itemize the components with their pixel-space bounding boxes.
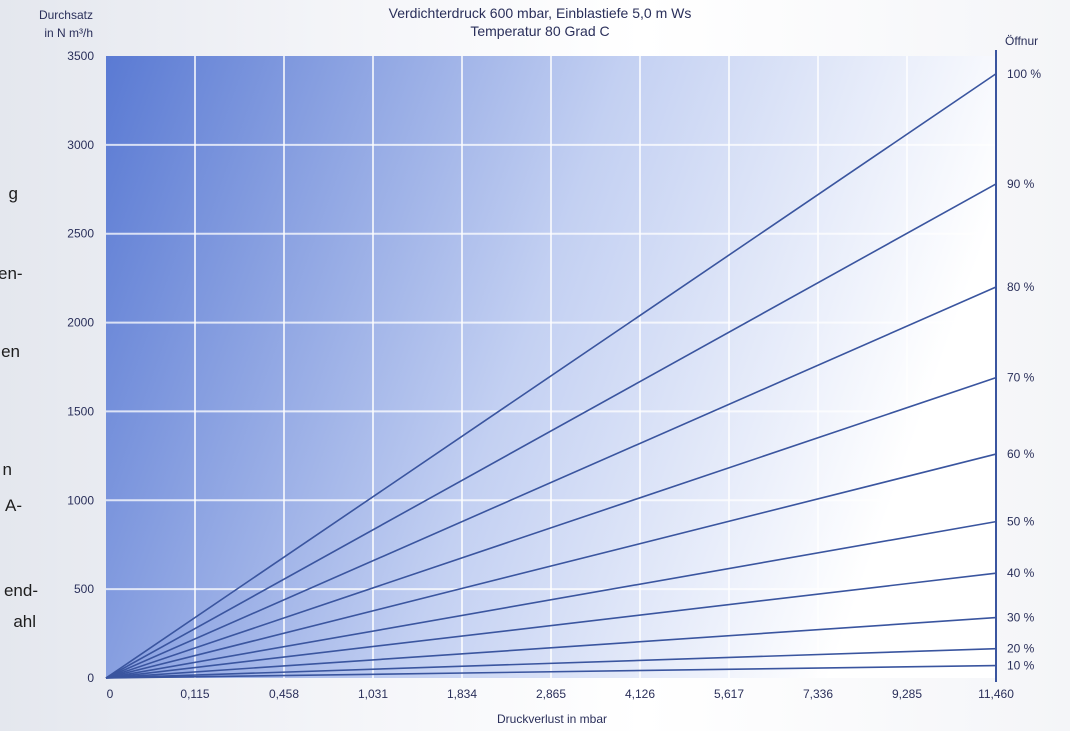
- x-tick-label: 9,285: [892, 687, 922, 701]
- y-tick-label: 3500: [67, 49, 94, 63]
- y-tick-label: 2500: [67, 227, 94, 241]
- side-fragment: n: [2, 460, 12, 479]
- side-fragment: ahl: [13, 612, 36, 631]
- series-line: [105, 664, 997, 679]
- side-fragment: end-: [3, 581, 38, 600]
- series-label: 50 %: [1007, 515, 1035, 529]
- series-label: 80 %: [1007, 280, 1035, 294]
- x-tick-label: 1,031: [358, 687, 388, 701]
- y-axis-label: Durchsatz: [39, 8, 93, 22]
- side-fragment: en-: [0, 264, 23, 283]
- x-tick-label: 11,460: [978, 687, 1014, 701]
- chart-title: Verdichterdruck 600 mbar, Einblastiefe 5…: [389, 5, 692, 21]
- y-tick-label: 0: [87, 671, 94, 685]
- series-line: [105, 376, 997, 679]
- right-axis-label: Öffnur: [1005, 34, 1038, 48]
- series-line: [105, 286, 997, 679]
- series-label: 100 %: [1007, 67, 1041, 81]
- series-label: 20 %: [1007, 642, 1035, 656]
- series-label: 90 %: [1007, 177, 1035, 191]
- series-line: [105, 572, 997, 679]
- series-line: [105, 453, 997, 679]
- x-tick-label: 2,865: [536, 687, 566, 701]
- x-tick-label: 0: [107, 687, 114, 701]
- series-label: 10 %: [1007, 659, 1035, 673]
- y-tick-label: 1500: [67, 404, 94, 418]
- series-label: 40 %: [1007, 566, 1035, 580]
- side-fragment: en: [1, 342, 20, 361]
- series-label: 60 %: [1007, 447, 1035, 461]
- x-tick-label: 4,126: [625, 687, 655, 701]
- series-line: [105, 520, 997, 679]
- x-tick-label: 7,336: [803, 687, 833, 701]
- y-tick-label: 3000: [67, 138, 94, 152]
- side-fragment: g: [8, 184, 18, 203]
- series-line: [105, 73, 997, 679]
- series-line: [105, 616, 997, 679]
- series-label: 30 %: [1007, 611, 1035, 625]
- x-axis-label: Druckverlust in mbar: [497, 712, 607, 726]
- x-tick-label: 5,617: [714, 687, 744, 701]
- series-line: [105, 183, 997, 679]
- y-tick-label: 2000: [67, 316, 94, 330]
- y-tick-label: 1000: [67, 493, 94, 507]
- x-tick-label: 1,834: [447, 687, 477, 701]
- series-label: 70 %: [1007, 371, 1035, 385]
- chart-subtitle: Temperatur 80 Grad C: [470, 23, 609, 39]
- side-fragment: A-: [5, 496, 22, 515]
- y-axis-unit: in N m³/h: [44, 26, 93, 40]
- y-tick-label: 500: [74, 582, 94, 596]
- series-line: [105, 647, 997, 679]
- x-tick-label: 0,458: [269, 687, 299, 701]
- x-tick-label: 0,115: [180, 687, 209, 701]
